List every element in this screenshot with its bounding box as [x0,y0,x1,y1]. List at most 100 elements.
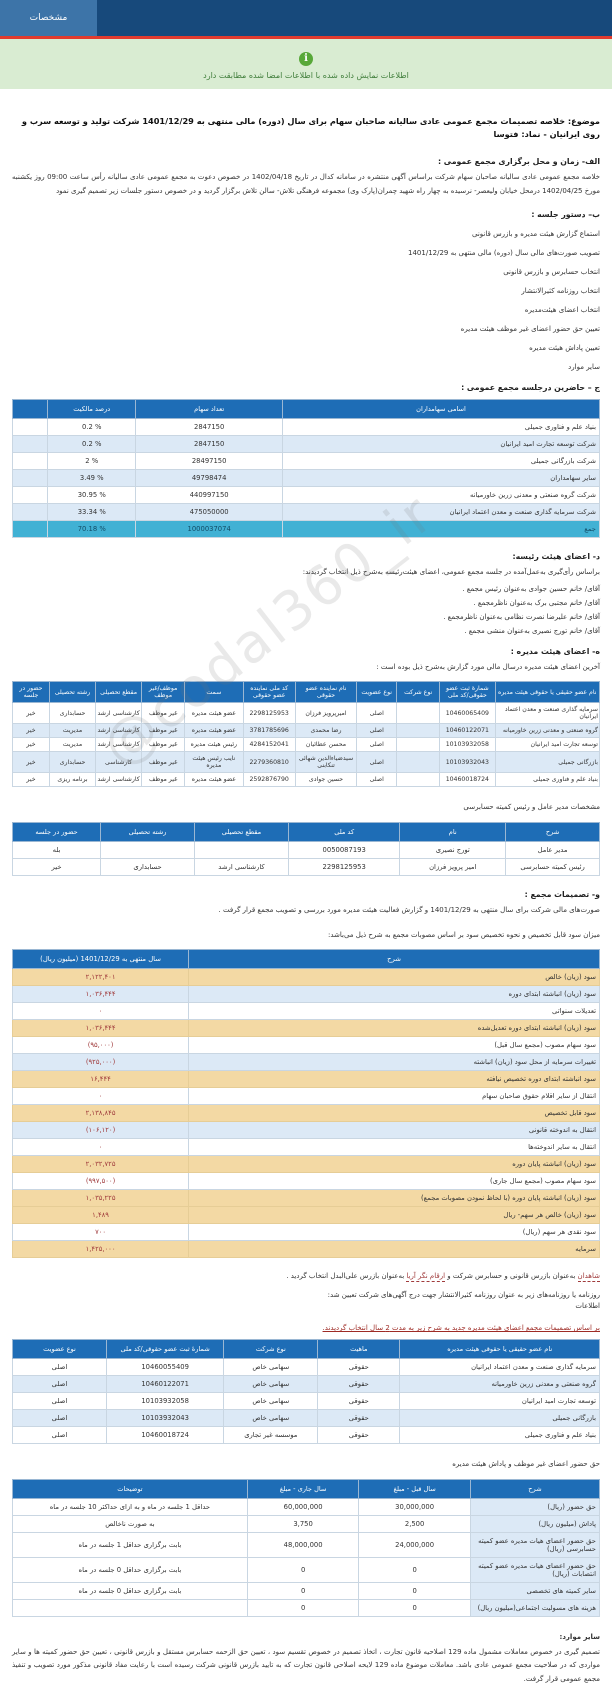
table-row: انتقال از سایر اقلام حقوق صاحبان سهام ۰ [11,1087,600,1106]
table-row: سود (زیان) انباشته ابتدای دوره ۱,۰۳۶,۴۴۴ [11,985,600,1004]
table-cell [11,485,49,504]
table-cell: اصلی [12,1426,107,1445]
column-header: سال منتهی به 1401/12/29 (میلیون ریال) [11,949,190,970]
table-cell: سرمایه گذاری صنعت و معدن اعتماد ایرانیان [399,1358,600,1377]
section-a-title: الف- زمان و محل برگزاری مجمع عمومی : [437,157,600,167]
table-row: هزینه های مسولیت اجتماعی(میلیون ریال) 0 0 [12,1598,601,1617]
agenda-item: تصویب صورت‌های مالی سال (دوره) مالی منته… [408,248,600,257]
column-header: ماهیت [317,1339,401,1360]
table-row: تغییرات سرمایه از محل سود (زیان) انباشته… [11,1053,600,1072]
header-row: نام عضو حقیقی یا حقوقی هیئت مدیره ماهیت نو… [12,1339,600,1360]
table-row: رئیس کمیته حسابرسی امیر پرویز فرزان 229812… [11,857,600,876]
table-row: مدیر عامل تورج نصیری 0050087193 بله [11,840,600,859]
table-cell: حسین جوادی [294,772,358,788]
shareholders-table: اسامی سهامداران تعداد سهام درصد مالکیت بنیا… [11,398,600,538]
column-header: شرح [188,949,600,970]
table-row: سود (زیان) انباشته ابتدای دوره تعدیل‌شده… [11,1019,600,1038]
presiding-board-list: آقای/ خانم حسین جوادی به‌عنوان رئیس مجمع… [12,585,600,635]
table-cell: سرمایه [188,1240,600,1259]
table-cell: سود سهام مصوب (مجمع سال جاری) [188,1172,600,1191]
newspaper-name: اطلاعات [575,1302,600,1311]
section-f-body2: میزان سود قابل تخصیص و نحوه تخصیص سود بر… [327,931,600,940]
table-cell [396,737,441,753]
table-row: سود (زیان) خالص هر سهم- ریال ۱,۴۸۹ [11,1206,600,1225]
column-header: نام نماینده عضو حقوقی [294,681,358,704]
table-cell: رضا محمدی [294,723,358,739]
table-cell: ۱,۰۳۶,۴۴۴ [11,985,190,1004]
table-cell: غیر موظف [141,772,186,788]
table-cell: مدیریت [48,737,97,753]
table-cell: 475050000 [135,502,284,521]
table-cell: 0 [358,1556,471,1583]
table-cell: سود نقدی هر سهم (ریال) [188,1223,600,1242]
table-row: سود (زیان) انباشته پایان دوره ۲,۰۳۲,۷۲۵ [11,1155,600,1174]
presiding-member: آقای/ خانم مجتبی برک به‌عنوان ناظرمجمع . [473,599,600,608]
table-cell: غیر موظف [141,723,186,739]
table-row: سرمایه گذاری صنعت و معدن اعتماد ایرانیان… [12,1358,600,1377]
alternate-auditor-name[interactable]: ارقام نگر آریا [406,1272,446,1283]
table-cell: سرمایه گذاری صنعت و معدن اعتماد ایرانیان [494,702,600,725]
table-cell: حسابداری [48,702,97,725]
table-cell: 0 [358,1598,471,1617]
table-cell: مدیریت [48,723,97,739]
table-cell: 0050087193 [287,840,401,859]
table-cell: سود (زیان) انباشته پایان دوره [188,1155,600,1174]
table-cell [396,751,441,774]
table-cell: % 30.95 [47,485,137,504]
table-cell: 4284152041 [242,737,296,753]
table-cell [396,723,441,739]
table-cell: کارشناسی ارشد [95,737,143,753]
table-cell: 3,750 [246,1514,360,1533]
newspaper-line: روزنامه یا روزنامه‌های زیر به عنوان روزن… [327,1291,600,1300]
table-cell [194,840,289,859]
column-header: تعداد سهام [135,398,284,419]
table-cell [11,451,49,470]
primary-auditor-name[interactable]: شاهدان [577,1272,600,1283]
table-cell [12,1598,248,1617]
table-cell: شرکت بازرگانی جمیلی [282,451,600,470]
table-row: انتقال به اندوخته قانونی (۱۰۶,۱۲۰) [11,1121,600,1140]
column-header: سال جاری - مبلغ [246,1478,360,1499]
table-cell: تورج نصیری [399,840,507,859]
agenda-item: تعیین حق حضور اعضای غیر موظف هیئت مدیره [460,324,600,333]
table-cell: تعدیلات سنواتی [188,1002,600,1021]
presiding-member: آقای/ خانم حسین جوادی به‌عنوان رئیس مجمع… [462,585,600,594]
table-cell: 10460018724 [439,772,496,788]
table-cell: ۰ [11,1087,190,1106]
table-row: سرمایه ۱,۴۲۵,۰۰۰ [11,1240,600,1259]
table-cell: اصلی [356,737,398,753]
column-header: نوع عضویت [12,1339,107,1360]
table-cell: توسعه تجارت امید ایرانیان [494,737,600,753]
table-cell: ۰ [11,1002,190,1021]
new-board-table: نام عضو حقیقی یا حقوقی هیئت مدیره ماهیت نو… [12,1339,600,1445]
column-header: سال قبل - مبلغ [358,1478,471,1499]
table-cell: ۲,۰۳۲,۷۲۵ [11,1155,190,1174]
tab-specifications[interactable]: مشخصات [0,0,97,36]
table-cell: حداقل 1 جلسه در ماه و به ازای حداکثر 10 … [12,1497,248,1516]
table-cell: سود (زیان) خالص هر سهم- ریال [188,1206,600,1225]
table-cell [11,417,49,436]
table-cell: 10460122071 [439,723,496,739]
header-row: اسامی سهامداران تعداد سهام درصد مالکیت [11,398,600,419]
table-cell: برنامه ریزی [48,772,97,788]
table-cell: % 70.18 [47,519,137,538]
table-cell: سهامی خاص [223,1358,319,1377]
table-cell: اصلی [12,1358,107,1377]
fees-title: حق حضور اعضای غیر موظف و پاداش هیئت مدیر… [452,1460,600,1469]
table-cell: کارشناسی [95,751,143,774]
table-cell: حقوقی [317,1375,401,1394]
table-cell: ۲,۱۳۸,۸۴۵ [11,1104,190,1123]
column-header: اسامی سهامداران [282,398,600,419]
table-cell: سایر سهامداران [282,468,600,487]
table-cell: 3781785696 [242,723,296,739]
table-cell: 30,000,000 [358,1497,471,1516]
header-row: شرح نام کد ملی مقطع تحصیلی رشته تحصیلی حضور د… [11,821,600,842]
column-header: حضور در جلسه [12,681,50,704]
table-row: گروه صنعتی و معدنی زرین خاورمیانه حقوقی سه… [12,1375,600,1394]
table-cell: بابت برگزاری حداقل 0 جلسه در ماه [12,1556,248,1583]
table-row: شرکت گروه صنعتی و معدنی زرین خاورمیانه 44… [11,485,600,504]
agenda-item: سایر موارد [568,362,600,371]
table-cell: 2592876790 [242,772,296,788]
table-cell: (۹۵,۰۰۰) [11,1036,190,1055]
table-cell: عضو هیئت مدیره [184,772,244,788]
